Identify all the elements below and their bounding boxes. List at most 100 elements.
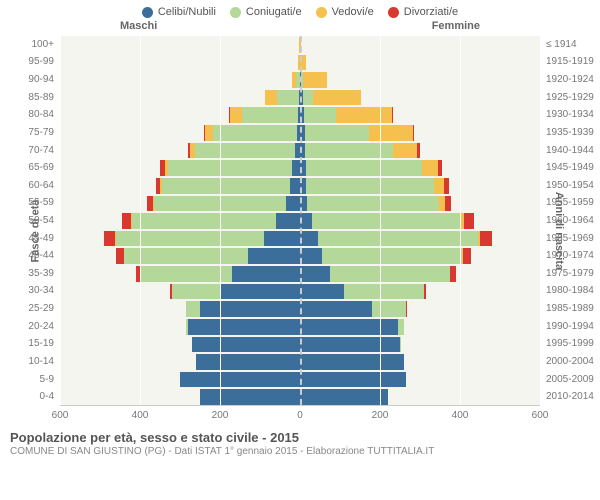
y-left-tick: 20-24 <box>28 322 54 332</box>
bar-segment <box>300 301 372 317</box>
legend-item: Divorziati/e <box>388 6 458 18</box>
bar-segment <box>122 213 131 229</box>
male-bar <box>204 125 300 141</box>
male-bar <box>156 178 300 194</box>
y-right-tick: 1915-1919 <box>546 57 594 67</box>
bar-segment <box>195 143 295 159</box>
y-right-tick: 1970-1974 <box>546 251 594 261</box>
legend-swatch <box>142 7 153 18</box>
bar-segment <box>242 107 298 123</box>
female-bar <box>300 160 442 176</box>
male-bar <box>196 354 300 370</box>
chart: Fasce di età Anni di nascita 100+95-9990… <box>0 36 600 426</box>
gridline <box>220 36 221 405</box>
bar-segment <box>322 248 462 264</box>
legend-item: Celibi/Nubili <box>142 6 216 18</box>
female-bar <box>300 213 474 229</box>
male-bar <box>136 266 300 282</box>
bar-segment <box>300 319 398 335</box>
bar-segment <box>417 143 420 159</box>
legend: Celibi/Nubili Coniugati/e Vedovi/e Divorzia… <box>0 0 600 20</box>
female-bar <box>300 319 404 335</box>
male-bar <box>188 143 300 159</box>
y-left-tick: 55-59 <box>28 198 54 208</box>
bar-segment <box>305 125 369 141</box>
bar-segment <box>303 72 327 88</box>
bar-segment <box>300 266 330 282</box>
bar-segment <box>188 319 300 335</box>
bar-segment <box>220 284 300 300</box>
bar-segment <box>434 178 444 194</box>
bar-segment <box>413 125 414 141</box>
y-right-tick: 1950-1954 <box>546 181 594 191</box>
female-bar <box>300 72 327 88</box>
y-right-tick: 1975-1979 <box>546 269 594 279</box>
bar-segment <box>313 90 361 106</box>
gridline <box>380 36 381 405</box>
bar-segment <box>450 266 456 282</box>
y-right-tick: 1985-1989 <box>546 304 594 314</box>
bar-segment <box>330 266 450 282</box>
bar-segment <box>369 125 413 141</box>
bar-segment <box>140 266 232 282</box>
bar-segment <box>312 213 460 229</box>
male-bar <box>265 90 300 106</box>
bar-segment <box>438 160 442 176</box>
bar-segment <box>300 248 322 264</box>
gridline <box>140 36 141 405</box>
female-bar <box>300 248 471 264</box>
bar-segment <box>304 107 336 123</box>
x-tick: 200 <box>212 410 229 421</box>
male-bar <box>192 337 300 353</box>
bar-segment <box>200 389 300 405</box>
female-bar <box>300 301 407 317</box>
female-bar <box>300 178 449 194</box>
y-left-tick: 10-14 <box>28 357 54 367</box>
y-right-tick: 1990-1994 <box>546 322 594 332</box>
legend-item: Coniugati/e <box>230 6 302 18</box>
bar-segment <box>406 301 407 317</box>
male-bar <box>229 107 300 123</box>
female-bar <box>300 266 456 282</box>
y-left-tick: 40-44 <box>28 251 54 261</box>
bar-segment <box>124 248 248 264</box>
female-bar <box>300 284 426 300</box>
male-bar <box>122 213 300 229</box>
female-bar <box>300 354 404 370</box>
y-left-tick: 85-89 <box>28 93 54 103</box>
y-right-tick: 2005-2009 <box>546 375 594 385</box>
x-tick: 200 <box>372 410 389 421</box>
female-bar <box>300 372 406 388</box>
y-left-tick: 35-39 <box>28 269 54 279</box>
y-left-tick: 80-84 <box>28 110 54 120</box>
legend-swatch <box>230 7 241 18</box>
bar-segment <box>463 248 471 264</box>
y-left-tick: 90-94 <box>28 75 54 85</box>
bar-segment <box>318 231 478 247</box>
x-tick: 400 <box>452 410 469 421</box>
y-left-tick: 70-74 <box>28 146 54 156</box>
bar-segment <box>300 389 388 405</box>
y-left-tick: 65-69 <box>28 163 54 173</box>
bar-segment <box>196 354 300 370</box>
y-right-tick: 1935-1939 <box>546 128 594 138</box>
legend-swatch <box>388 7 399 18</box>
bar-segment <box>424 284 426 300</box>
bar-segment <box>264 231 300 247</box>
bar-segment <box>303 90 313 106</box>
female-bar <box>300 107 393 123</box>
legend-label: Vedovi/e <box>332 6 374 18</box>
bar-segment <box>300 231 318 247</box>
bar-segment <box>248 248 300 264</box>
bar-segment <box>300 354 404 370</box>
legend-swatch <box>316 7 327 18</box>
bar-segment <box>205 125 213 141</box>
y-right-tick: 1930-1934 <box>546 110 594 120</box>
gridline <box>460 36 461 405</box>
bar-segment <box>464 213 474 229</box>
y-right-tick: 2010-2014 <box>546 392 594 402</box>
chart-subtitle: COMUNE DI SAN GIUSTINO (PG) - Dati ISTAT… <box>10 446 590 457</box>
bar-segment <box>306 160 422 176</box>
center-divider <box>300 36 302 405</box>
female-bar <box>300 231 492 247</box>
